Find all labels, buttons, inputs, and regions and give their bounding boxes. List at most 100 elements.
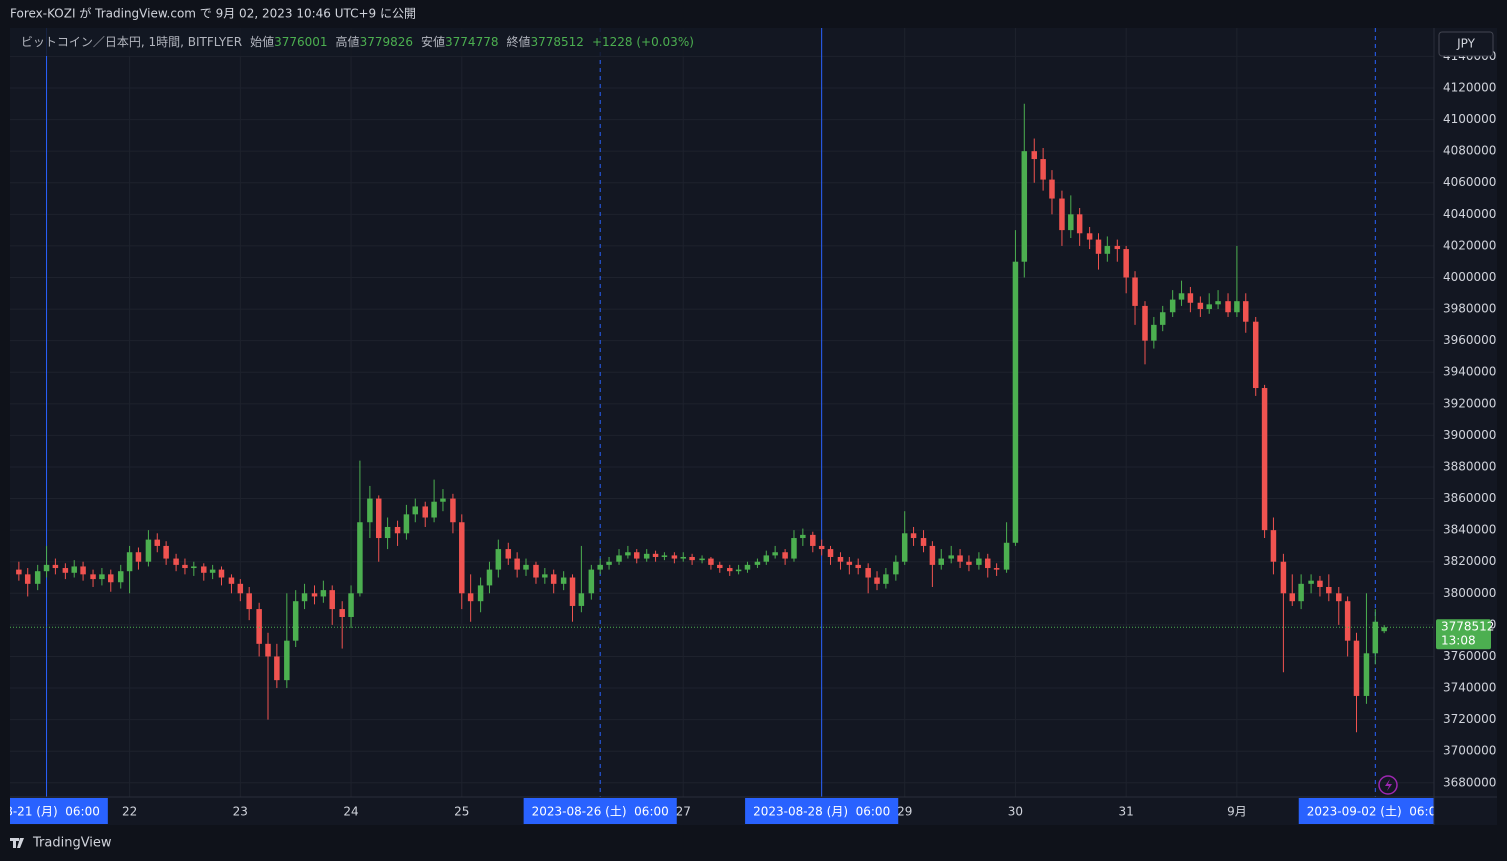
candle-body bbox=[1372, 621, 1379, 654]
y-tick-label: 3900000 bbox=[1443, 428, 1496, 442]
candle-body bbox=[791, 538, 797, 559]
x-tick-label: 31 bbox=[1119, 805, 1134, 819]
symbol: ビットコイン／日本円, 1時間, BITFLYER bbox=[21, 35, 242, 49]
candle-body bbox=[403, 514, 410, 534]
candle-body bbox=[505, 549, 512, 559]
candle-body bbox=[301, 593, 308, 602]
last-price-label: 3778512 bbox=[1441, 620, 1494, 634]
candle-body bbox=[948, 555, 954, 559]
candle-body bbox=[865, 568, 871, 578]
legend-bg bbox=[10, 28, 710, 56]
candle-body bbox=[357, 522, 363, 594]
time-marker-box bbox=[745, 798, 899, 824]
candle-body bbox=[1215, 301, 1221, 305]
candle-body bbox=[191, 566, 197, 569]
currency-button-label[interactable]: JPY bbox=[1456, 37, 1476, 51]
candle-body bbox=[173, 558, 179, 565]
candle-body bbox=[689, 556, 695, 561]
candle-body bbox=[569, 577, 576, 606]
last-price-box bbox=[1436, 619, 1491, 650]
candle-body bbox=[1086, 233, 1093, 240]
candle-body bbox=[754, 561, 761, 565]
candle-body bbox=[440, 498, 446, 502]
candle-body bbox=[1353, 640, 1360, 696]
candle-body bbox=[893, 561, 899, 575]
y-tick-label: 3920000 bbox=[1443, 396, 1496, 410]
alert-icon-bolt bbox=[1385, 779, 1392, 791]
candle-body bbox=[938, 558, 944, 565]
candle-body bbox=[606, 561, 612, 565]
y-tick-label: 3740000 bbox=[1443, 681, 1496, 695]
candle-body bbox=[34, 571, 41, 584]
candle-body bbox=[523, 564, 529, 570]
candle-body bbox=[985, 558, 991, 569]
candle-body bbox=[477, 585, 484, 602]
time-marker-label: 2023-09-02 (土) 06:00 bbox=[1307, 805, 1444, 819]
candle-body bbox=[1326, 586, 1332, 594]
candle-body bbox=[1178, 293, 1185, 300]
candle-body bbox=[486, 569, 493, 586]
candle-body bbox=[727, 568, 733, 572]
candle-body bbox=[274, 656, 280, 681]
candle-body bbox=[1280, 561, 1287, 594]
candle-body bbox=[699, 558, 705, 561]
candle-body bbox=[311, 593, 318, 597]
candle-body bbox=[1336, 593, 1342, 602]
y-tick-label: 4120000 bbox=[1443, 81, 1496, 95]
candle-body bbox=[1003, 542, 1010, 570]
y-tick-label: 3960000 bbox=[1443, 333, 1496, 347]
candle-body bbox=[1298, 583, 1304, 602]
candle-body bbox=[1059, 198, 1065, 231]
candle-body bbox=[652, 553, 659, 557]
candle-body bbox=[1344, 601, 1351, 641]
candle-body bbox=[1123, 249, 1129, 278]
y-tick-label: 4040000 bbox=[1443, 207, 1496, 221]
candle-body bbox=[394, 526, 401, 534]
currency-button[interactable]: JPY bbox=[1438, 31, 1494, 57]
candle-body bbox=[126, 552, 133, 572]
candle-body bbox=[1031, 151, 1038, 160]
candle-body bbox=[422, 506, 428, 518]
candle-body bbox=[1225, 301, 1231, 313]
candle-body bbox=[616, 555, 622, 562]
candle-body bbox=[99, 574, 105, 580]
candle-body bbox=[384, 526, 391, 539]
candle-body bbox=[1308, 580, 1314, 584]
candle-body bbox=[514, 558, 520, 570]
x-tick-label: 25 bbox=[454, 805, 469, 819]
candle-body bbox=[533, 564, 539, 578]
alert-icon[interactable] bbox=[1378, 775, 1398, 795]
candle-body bbox=[431, 501, 437, 518]
low-value: 3774778 bbox=[445, 35, 498, 49]
publish-line: Forex-KOZI が TradingView.com で 9月 02, 20… bbox=[10, 6, 416, 21]
candle-body bbox=[375, 498, 382, 539]
candle-body bbox=[966, 561, 972, 565]
y-tick-label: 3680000 bbox=[1443, 775, 1496, 789]
candle-body bbox=[680, 556, 686, 559]
candle-body bbox=[810, 534, 816, 546]
candle-body bbox=[16, 569, 22, 575]
candle-body bbox=[90, 574, 96, 580]
candle-body bbox=[735, 569, 742, 572]
candle-body bbox=[1142, 305, 1148, 341]
currency-button-bg[interactable] bbox=[1438, 31, 1494, 57]
candle-body bbox=[265, 643, 271, 657]
time-marker-label: 2023-08-26 (土) 06:00 bbox=[532, 805, 669, 819]
y-tick-label: 4020000 bbox=[1443, 238, 1496, 252]
candle-body bbox=[1289, 593, 1296, 602]
y-tick-label: 3840000 bbox=[1443, 523, 1496, 537]
candle-body bbox=[827, 549, 834, 557]
candle-body bbox=[246, 593, 252, 610]
candle-body bbox=[292, 601, 299, 641]
x-tick-label: 29 bbox=[897, 805, 912, 819]
candle-body bbox=[800, 534, 806, 539]
candle-body bbox=[459, 522, 465, 594]
candle-body bbox=[412, 506, 419, 515]
candle-body bbox=[901, 533, 908, 562]
candle-body bbox=[1049, 179, 1055, 199]
candle-body bbox=[1114, 245, 1121, 250]
candle-body bbox=[182, 564, 188, 569]
chart-panel bbox=[10, 28, 1497, 825]
y-tick-label: 3940000 bbox=[1443, 365, 1496, 379]
